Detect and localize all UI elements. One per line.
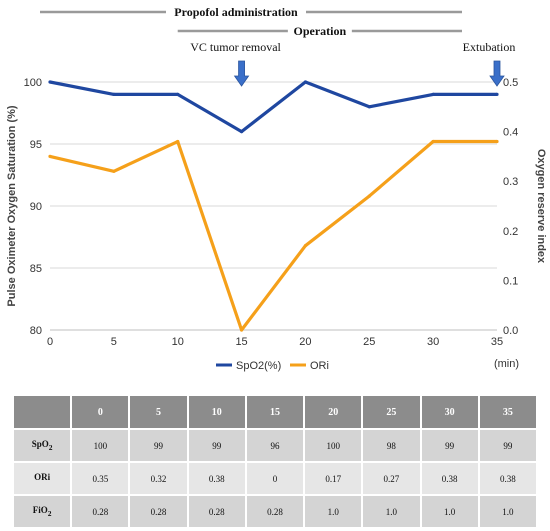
table-row: FiO2 0.28 0.28 0.28 0.28 1.0 1.0 1.0 1.0 [11, 494, 539, 529]
x-tick-label: 25 [363, 336, 375, 348]
table-cell: 100 [70, 428, 131, 463]
legend-label: SpO2(%) [236, 360, 281, 372]
table-cell: 1.0 [361, 494, 422, 529]
table-header-cell: 25 [361, 394, 422, 430]
table-cell: 1.0 [303, 494, 364, 529]
down-arrow-icon [489, 60, 505, 87]
table-header-cell: 5 [128, 394, 189, 430]
table-header-cell: 20 [303, 394, 364, 430]
table-cell: 0.27 [361, 461, 422, 496]
x-tick-label: 20 [299, 336, 311, 348]
y-left-tick-label: 90 [30, 201, 42, 213]
series-line-ori [49, 139, 497, 332]
table-cell: 99 [186, 428, 247, 463]
y-left-tick-label: 95 [30, 139, 42, 151]
y-right-tick-label: 0.1 [503, 275, 518, 287]
period-label: Propofol administration [174, 5, 298, 19]
table-cell: 100 [303, 428, 364, 463]
data-point [176, 92, 180, 96]
table-cell: 0.28 [128, 494, 189, 529]
annotation-label: Extubation [463, 40, 516, 54]
data-point [495, 139, 499, 144]
table-header-cell [11, 394, 73, 430]
data-table: 0 5 10 15 20 25 30 35 SpO2 100 99 99 96 … [11, 394, 539, 529]
table-header-cell: 10 [186, 394, 247, 430]
x-tick-label: 5 [111, 336, 117, 348]
data-point [239, 130, 244, 134]
y-right-tick-label: 0.4 [503, 127, 518, 139]
series-line-spo2- [49, 80, 497, 134]
y-left-tick-label: 100 [24, 77, 42, 89]
y-right-tick-label: 0.2 [503, 226, 518, 238]
x-tick-label: 35 [491, 336, 503, 348]
y-right-tick-label: 0.5 [503, 77, 518, 89]
chart: 80 85 90 95 100 0.0 0.1 0.2 0.3 0.4 0.5 0 5 10 15 20 25 3… [6, 5, 547, 372]
table-cell: 99 [419, 428, 480, 463]
table-cell: 99 [128, 428, 189, 463]
table-cell: 0.35 [70, 461, 131, 496]
table-cell: 0.28 [186, 494, 247, 529]
table-cell: 0.38 [477, 461, 539, 496]
annotation-label: VC tumor removal [190, 40, 281, 54]
table-cell: 0.17 [303, 461, 364, 496]
table-header-cell: 35 [477, 394, 539, 430]
y-right-tick-label: 0.0 [503, 325, 518, 337]
y-right-axis-title: Oxygen reserve index [535, 149, 547, 264]
y-left-tick-label: 85 [30, 263, 42, 275]
data-point [112, 92, 116, 96]
y-left-tick-label: 80 [30, 325, 42, 337]
x-tick-label: 15 [235, 336, 247, 348]
table-row: ORi 0.35 0.32 0.38 0 0.17 0.27 0.38 0.38 [11, 461, 539, 496]
table-row-label: ORi [11, 461, 73, 496]
table-cell: 96 [244, 428, 306, 463]
table-cell: 0.38 [186, 461, 247, 496]
table-cell: 98 [361, 428, 422, 463]
table-header-row: 0 5 10 15 20 25 30 35 [11, 394, 539, 430]
period-label: Operation [294, 24, 347, 38]
table-row: SpO2 100 99 99 96 100 98 99 99 [11, 428, 539, 463]
table-header-cell: 0 [70, 394, 131, 430]
data-point [303, 80, 308, 84]
data-point [176, 139, 180, 144]
table-cell: 1.0 [419, 494, 480, 529]
data-point [495, 92, 499, 96]
table-cell: 0.32 [128, 461, 189, 496]
table-cell: 0.28 [244, 494, 306, 529]
table-row-label: SpO2 [11, 428, 73, 463]
table-header-cell: 15 [244, 394, 306, 430]
y-left-axis-title: Pulse Oximeter Oxygen Saturation (%) [6, 105, 18, 306]
data-point [303, 244, 308, 248]
data-point [48, 80, 52, 84]
table-cell: 99 [477, 428, 539, 463]
data-point [239, 328, 244, 332]
data-point [367, 194, 371, 198]
table-header-cell: 30 [419, 394, 480, 430]
x-tick-label: 30 [427, 336, 439, 348]
data-point [48, 154, 52, 158]
data-point [431, 92, 435, 96]
x-tick-label: 10 [172, 336, 184, 348]
data-point [431, 139, 435, 144]
data-point [112, 169, 116, 173]
y-right-tick-label: 0.3 [503, 176, 518, 188]
data-point [367, 105, 371, 109]
x-axis-unit-label: (min) [494, 358, 519, 370]
x-tick-label: 0 [47, 336, 53, 348]
table-cell: 0 [244, 461, 306, 496]
table-cell: 0.28 [70, 494, 131, 529]
down-arrow-icon [233, 60, 250, 87]
table-row-label: FiO2 [11, 494, 73, 529]
legend-label: ORi [310, 360, 329, 372]
table-cell: 1.0 [477, 494, 539, 529]
table-cell: 0.38 [419, 461, 480, 496]
